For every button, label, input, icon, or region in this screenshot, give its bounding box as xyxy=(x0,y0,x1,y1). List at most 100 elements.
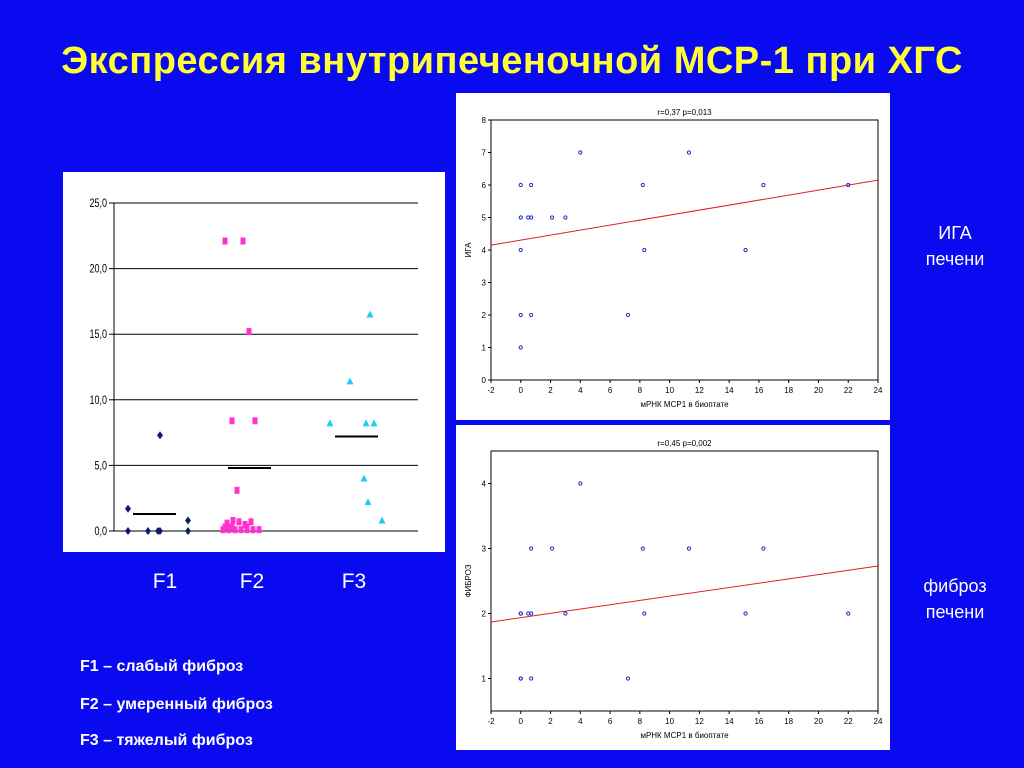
x-tick-label: 6 xyxy=(608,386,613,395)
x-tick-label: 22 xyxy=(844,386,853,395)
f1-point xyxy=(145,527,151,535)
group-label-f3: F3 xyxy=(341,570,367,593)
data-point xyxy=(518,676,523,681)
data-point xyxy=(563,611,568,616)
data-point xyxy=(529,611,534,616)
data-point xyxy=(761,182,766,188)
y-tick-label: 20,0 xyxy=(89,262,107,276)
x-axis-label: мРНК MCP1 в биоптате xyxy=(640,731,729,740)
f1-point xyxy=(157,431,163,440)
x-tick-label: 20 xyxy=(814,717,823,726)
data-point xyxy=(529,215,534,220)
data-point xyxy=(578,481,583,486)
fibrosis-scatter-chart: r=0,45 p=0,002-2 0 2 4 6 8 10 12 14 16 18 20 22 24123… xyxy=(464,439,883,740)
fibrosis-scatter-panel: r=0,45 p=0,002 -2 0 2 4 6 8 10 12 14 16 18 20 22 24 1 2 3… xyxy=(456,425,890,750)
x-tick-label: 0 xyxy=(519,386,524,395)
side-label-iga-text: ИГА печени xyxy=(925,223,985,269)
f3-point xyxy=(346,377,354,385)
x-tick-label: 18 xyxy=(784,717,793,726)
data-point xyxy=(625,676,631,681)
y-tick-label: 2 xyxy=(482,311,487,320)
x-tick-label: 6 xyxy=(608,717,613,726)
data-point xyxy=(563,215,568,220)
legend-f3: F3 – тяжелый фиброз xyxy=(80,732,253,749)
data-point xyxy=(518,345,523,350)
f2-point xyxy=(256,526,262,534)
f1-point xyxy=(157,527,163,535)
y-tick-label: 8 xyxy=(482,116,487,125)
x-tick-label: 2 xyxy=(548,717,553,726)
data-point xyxy=(529,676,534,681)
x-tick-label: 4 xyxy=(578,717,583,726)
chart-title: r=0,37 p=0,013 xyxy=(657,108,712,117)
y-tick-label: 4 xyxy=(482,480,487,489)
iga-scatter-panel: r=0,37 p=0,013 -2 0 2 4 6 8 10 12 14 16 18 20 22 24 0 1 2… xyxy=(456,93,890,420)
f2-point xyxy=(236,518,242,526)
data-point xyxy=(846,182,851,188)
side-label-fibrosis: фиброз печени xyxy=(905,573,1005,625)
plot-frame xyxy=(490,450,879,712)
y-tick-label: 0,0 xyxy=(94,525,107,539)
fibrosis-dotplot: 0,0 5,0 10,0 15,0 20,0 25,0 xyxy=(89,197,418,539)
y-tick-label: 5,0 xyxy=(94,459,107,473)
f1-point xyxy=(185,527,191,535)
f1-point xyxy=(125,504,131,513)
data-point xyxy=(640,182,645,188)
data-point xyxy=(640,546,645,551)
data-point xyxy=(625,312,631,318)
x-tick-label: -2 xyxy=(487,386,495,395)
data-point xyxy=(578,150,583,155)
f1-point xyxy=(125,527,131,535)
y-tick-label: 2 xyxy=(482,610,487,619)
f2-point xyxy=(229,417,235,425)
x-tick-label: 0 xyxy=(519,717,524,726)
f2-point xyxy=(244,523,250,531)
y-tick-label: 0 xyxy=(482,376,487,385)
y-tick-label: 1 xyxy=(482,675,487,684)
x-tick-label: 2 xyxy=(548,386,553,395)
x-tick-label: 8 xyxy=(638,386,643,395)
x-tick-label: 10 xyxy=(665,386,674,395)
data-point xyxy=(761,546,766,551)
f2-point xyxy=(222,523,228,531)
y-tick-label: 3 xyxy=(482,545,487,554)
y-axis-label: ИГА xyxy=(464,242,473,258)
data-point xyxy=(642,611,647,616)
x-tick-label: 10 xyxy=(665,717,674,726)
side-label-iga: ИГА печени xyxy=(905,220,1005,272)
f2-point xyxy=(226,526,232,534)
f2-point xyxy=(248,518,254,526)
y-tick-label: 15,0 xyxy=(89,328,107,342)
fibrosis-dotplot-panel: 0,0 5,0 10,0 15,0 20,0 25,0 xyxy=(63,172,445,552)
y-tick-label: 3 xyxy=(482,279,487,288)
group-label-f2: F2 xyxy=(239,570,265,593)
y-tick-label: 25,0 xyxy=(89,197,107,211)
x-tick-label: 16 xyxy=(754,717,763,726)
f3-point xyxy=(366,310,374,318)
x-tick-label: 16 xyxy=(754,386,763,395)
x-tick-label: 12 xyxy=(695,386,704,395)
regression-line xyxy=(490,565,879,623)
data-point xyxy=(686,546,692,551)
f2-point xyxy=(229,523,235,531)
f3-point xyxy=(378,516,386,524)
x-tick-label: 14 xyxy=(725,717,734,726)
y-tick-label: 6 xyxy=(482,181,487,190)
f2-point xyxy=(238,526,244,534)
data-point xyxy=(529,546,534,551)
f2-point xyxy=(232,526,238,534)
data-point xyxy=(518,247,523,253)
x-tick-label: 24 xyxy=(874,386,883,395)
data-point xyxy=(518,182,523,188)
x-tick-label: 12 xyxy=(695,717,704,726)
x-tick-label: 14 xyxy=(725,386,734,395)
data-point xyxy=(686,150,692,155)
f3-point xyxy=(362,419,370,427)
y-axis-label: ФИБРОЗ xyxy=(464,564,473,597)
data-point xyxy=(529,312,534,318)
x-tick-label: -2 xyxy=(487,717,495,726)
data-point xyxy=(743,611,748,616)
y-tick-label: 4 xyxy=(482,246,487,255)
legend-f2: F2 – умеренный фиброз xyxy=(80,696,273,713)
f2-point xyxy=(246,328,252,336)
